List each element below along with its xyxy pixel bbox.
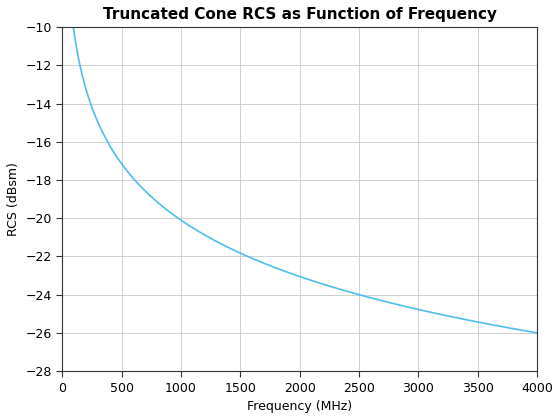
X-axis label: Frequency (MHz): Frequency (MHz) [247, 400, 352, 413]
Y-axis label: RCS (dBsm): RCS (dBsm) [7, 162, 20, 236]
Title: Truncated Cone RCS as Function of Frequency: Truncated Cone RCS as Function of Freque… [102, 7, 497, 22]
